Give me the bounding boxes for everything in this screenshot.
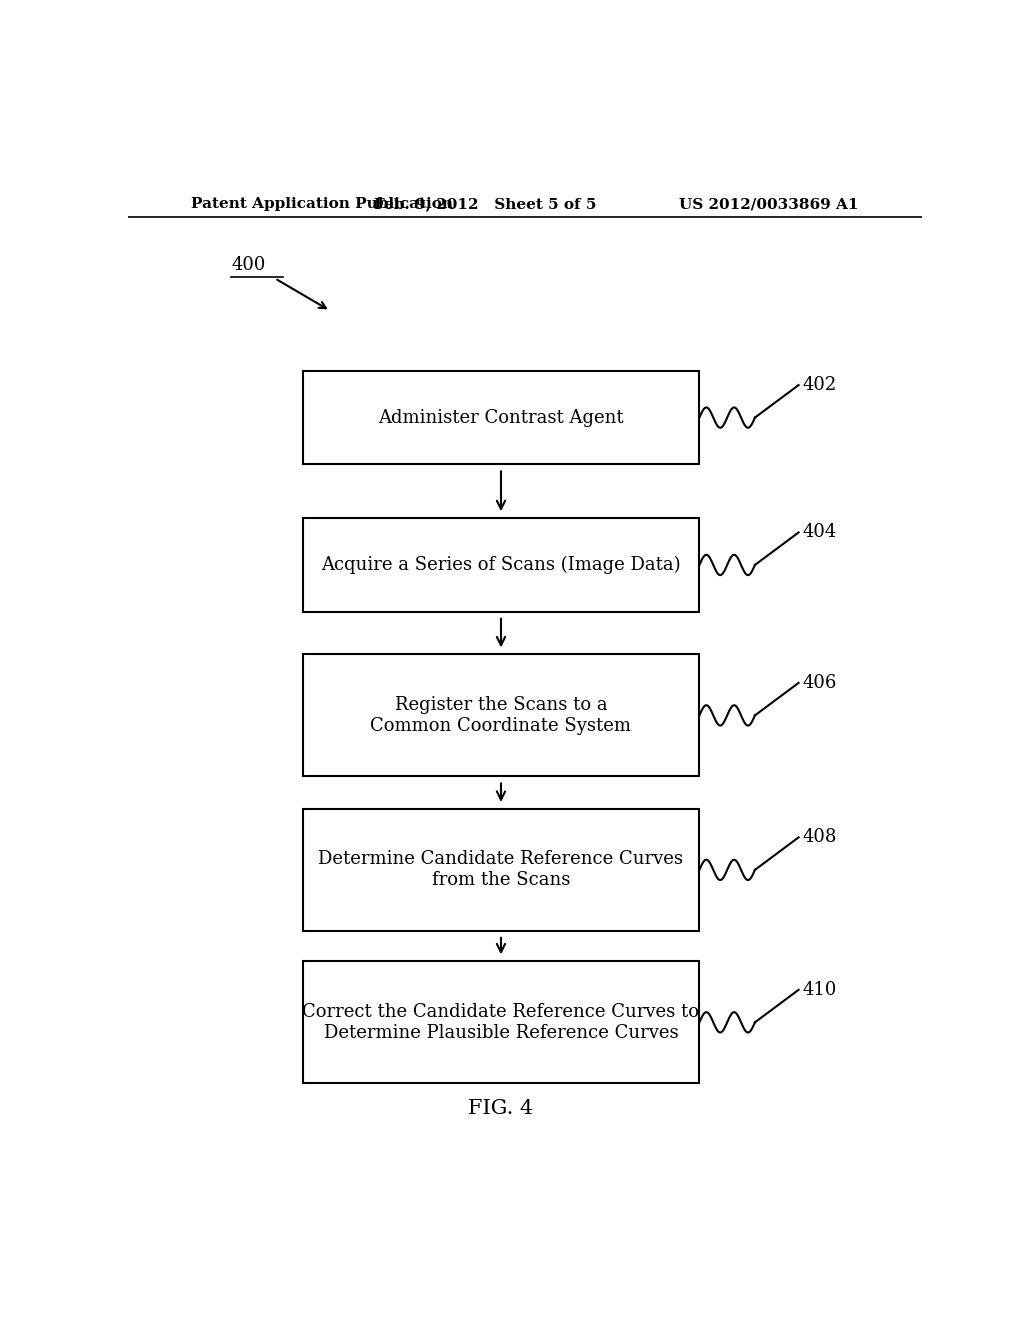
Text: Administer Contrast Agent: Administer Contrast Agent (378, 409, 624, 426)
FancyBboxPatch shape (303, 809, 699, 931)
Text: 402: 402 (803, 376, 837, 395)
FancyBboxPatch shape (303, 519, 699, 611)
Text: 410: 410 (803, 981, 837, 999)
Text: Determine Candidate Reference Curves
from the Scans: Determine Candidate Reference Curves fro… (318, 850, 683, 890)
Text: Correct the Candidate Reference Curves to
Determine Plausible Reference Curves: Correct the Candidate Reference Curves t… (302, 1003, 699, 1041)
Text: Acquire a Series of Scans (Image Data): Acquire a Series of Scans (Image Data) (322, 556, 681, 574)
Text: FIG. 4: FIG. 4 (468, 1100, 534, 1118)
Text: Feb. 9, 2012   Sheet 5 of 5: Feb. 9, 2012 Sheet 5 of 5 (374, 197, 596, 211)
Text: Register the Scans to a
Common Coordinate System: Register the Scans to a Common Coordinat… (371, 696, 632, 735)
Text: 408: 408 (803, 829, 837, 846)
FancyBboxPatch shape (303, 655, 699, 776)
Text: 400: 400 (231, 256, 265, 275)
Text: US 2012/0033869 A1: US 2012/0033869 A1 (679, 197, 858, 211)
FancyBboxPatch shape (303, 961, 699, 1084)
Text: 406: 406 (803, 675, 837, 692)
Text: Patent Application Publication: Patent Application Publication (191, 197, 454, 211)
FancyBboxPatch shape (303, 371, 699, 465)
Text: 404: 404 (803, 524, 837, 541)
